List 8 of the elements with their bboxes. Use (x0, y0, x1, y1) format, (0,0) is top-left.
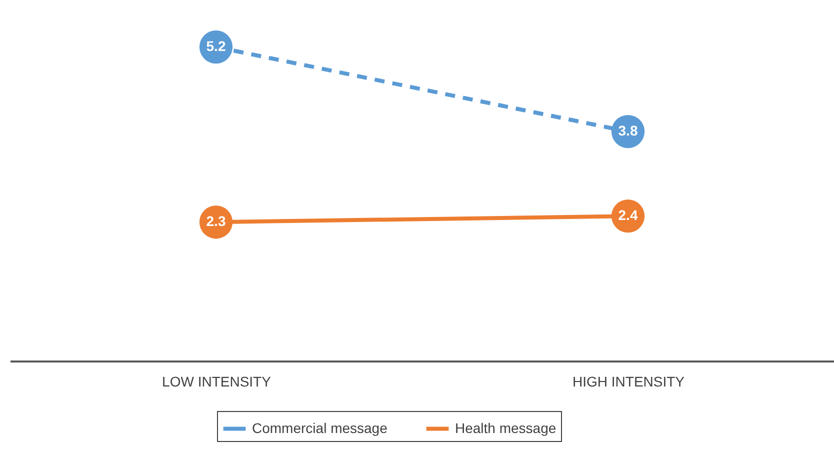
data-label: 3.8 (618, 122, 638, 139)
data-label: 2.3 (206, 213, 226, 230)
legend-label: Health message (455, 420, 556, 436)
x-tick-label: LOW INTENSITY (162, 374, 272, 390)
x-tick-label: HIGH INTENSITY (572, 374, 686, 390)
data-label: 2.4 (618, 207, 638, 224)
legend-label: Commercial message (252, 420, 388, 436)
data-label: 5.2 (206, 38, 226, 54)
